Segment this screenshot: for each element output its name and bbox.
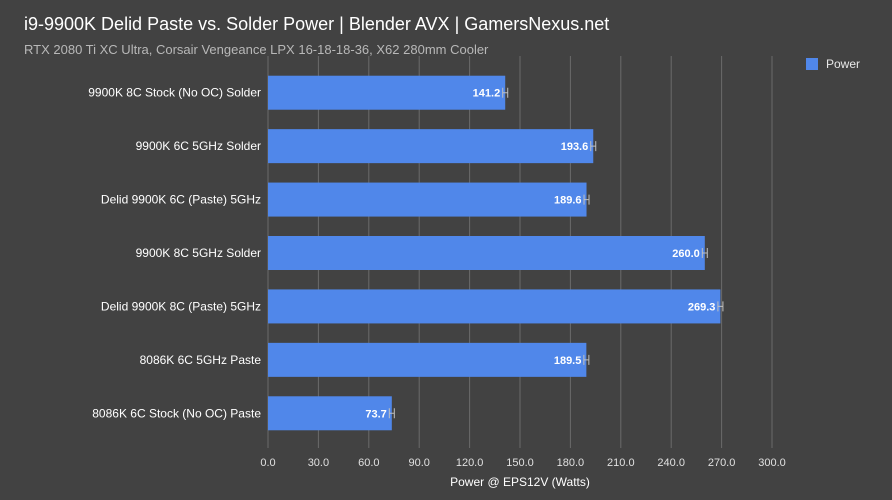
chart-title: i9-9900K Delid Paste vs. Solder Power | … <box>24 14 610 34</box>
x-tick-label: 90.0 <box>408 457 429 469</box>
bar-value-label: 189.6 <box>554 195 582 207</box>
bar <box>268 289 721 324</box>
chart-subtitle: RTX 2080 Ti XC Ultra, Corsair Vengeance … <box>24 42 489 57</box>
category-label: Delid 9900K 6C (Paste) 5GHz <box>101 193 261 207</box>
error-bar <box>717 301 724 312</box>
x-tick-label: 150.0 <box>506 457 534 469</box>
bar-value-label: 73.7 <box>365 408 386 420</box>
legend: Power <box>806 57 860 71</box>
x-tick-label: 30.0 <box>308 457 329 469</box>
legend-swatch <box>806 58 818 70</box>
labels: 0.0 30.0 60.0 90.0 120.0 150.0 180.0 210.0 240.0… <box>88 86 786 469</box>
bar <box>268 182 587 217</box>
category-label: 8086K 6C 5GHz Paste <box>140 353 262 367</box>
bar-value-label: 260.0 <box>672 248 700 260</box>
bar <box>268 342 587 377</box>
category-label: 9900K 8C Stock (No OC) Solder <box>88 86 261 100</box>
error-bar <box>388 408 395 419</box>
bar-value-label: 189.5 <box>554 355 582 367</box>
bar-value-label: 193.6 <box>561 141 589 153</box>
x-tick-label: 210.0 <box>607 457 635 469</box>
x-tick-label: 0.0 <box>260 457 275 469</box>
error-bar <box>701 248 708 258</box>
category-label: 9900K 6C 5GHz Solder <box>136 139 261 153</box>
category-label: 8086K 6C Stock (No OC) Paste <box>92 406 261 420</box>
x-tick-label: 300.0 <box>758 457 786 469</box>
bar <box>268 396 392 431</box>
x-axis-title: Power @ EPS12V (Watts) <box>450 475 590 489</box>
error-bar <box>583 354 590 365</box>
x-tick-label: 60.0 <box>358 457 379 469</box>
bar-value-label: 141.2 <box>473 88 501 100</box>
x-tick-label: 180.0 <box>557 457 585 469</box>
error-bar <box>590 141 597 152</box>
x-tick-label: 120.0 <box>456 457 484 469</box>
bar-value-label: 269.3 <box>688 301 716 313</box>
error-bar <box>502 87 509 98</box>
category-label: 9900K 8C 5GHz Solder <box>136 246 261 260</box>
x-tick-label: 270.0 <box>708 457 736 469</box>
category-label: Delid 9900K 8C (Paste) 5GHz <box>101 299 261 313</box>
bar <box>268 129 594 164</box>
x-tick-label: 240.0 <box>657 457 685 469</box>
error-bar <box>583 194 590 205</box>
legend-label: Power <box>826 57 861 71</box>
bar <box>268 236 705 270</box>
bars <box>268 75 724 431</box>
bar <box>268 75 506 110</box>
